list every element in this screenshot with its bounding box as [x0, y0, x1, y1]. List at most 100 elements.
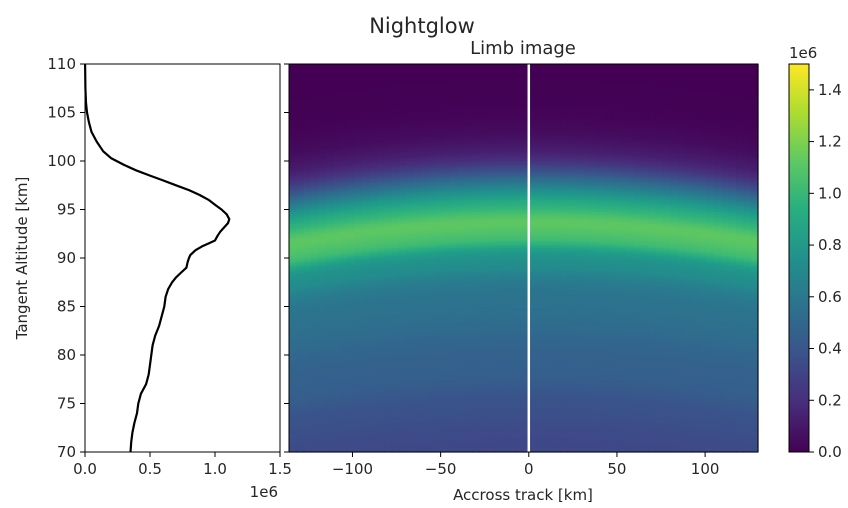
heatmap-cell: [289, 105, 297, 109]
heatmap-cell: [289, 102, 297, 106]
heatmap-cell: [596, 211, 605, 215]
heatmap-cell: [464, 175, 473, 179]
heatmap-cell: [530, 231, 539, 235]
heatmap-cell: [369, 76, 378, 80]
heatmap-cell: [347, 248, 356, 252]
heatmap-cell: [347, 216, 356, 220]
heatmap-cell: [582, 66, 591, 70]
heatmap-cell: [699, 78, 708, 82]
heatmap-cell: [296, 194, 305, 198]
heatmap-cell: [670, 224, 678, 228]
heatmap-cell: [354, 204, 363, 208]
heatmap-cell: [310, 102, 319, 106]
heatmap-cell: [721, 192, 730, 196]
heatmap-cell: [728, 175, 737, 179]
heatmap-cell: [428, 144, 437, 148]
heatmap-cell: [310, 124, 319, 128]
heatmap-cell: [567, 141, 576, 145]
heatmap-cell: [340, 90, 349, 94]
heatmap-cell: [743, 199, 752, 203]
heatmap-cell: [633, 192, 642, 196]
heatmap-cell: [714, 243, 722, 247]
heatmap-cell: [369, 131, 378, 135]
heatmap-cell: [545, 129, 554, 133]
heatmap-cell: [450, 114, 459, 118]
heatmap-cell: [714, 248, 722, 252]
heatmap-cell: [582, 180, 591, 184]
heatmap-cell: [750, 233, 759, 237]
heatmap-cell: [332, 243, 341, 247]
heatmap-cell: [626, 156, 635, 160]
heatmap-cell: [442, 194, 451, 198]
heatmap-cell: [648, 139, 657, 143]
heatmap-cell: [538, 216, 547, 220]
heatmap-cell: [501, 73, 510, 77]
heatmap-cell: [384, 97, 393, 101]
heatmap-cell: [508, 165, 517, 169]
heatmap-cell: [398, 131, 407, 135]
heatmap-cell: [516, 187, 525, 191]
heatmap-cell: [743, 141, 752, 145]
heatmap-cell: [743, 175, 752, 179]
heatmap-cell: [289, 93, 297, 97]
heatmap-cell: [435, 194, 444, 198]
heatmap-cell: [406, 139, 415, 143]
heatmap-cell: [486, 134, 495, 138]
heatmap-cell: [618, 168, 627, 172]
heatmap-cell: [325, 221, 334, 225]
heatmap-cell: [508, 199, 517, 203]
heatmap-cell: [310, 165, 319, 169]
heatmap-cell: [472, 88, 481, 92]
heatmap-cell: [376, 245, 385, 249]
heatmap-cell: [560, 163, 569, 167]
heatmap-cell: [486, 173, 495, 177]
heatmap-cell: [442, 153, 451, 157]
heatmap-cell: [736, 190, 744, 194]
heatmap-cell: [501, 76, 510, 80]
heatmap-cell: [516, 153, 525, 157]
heatmap-cell: [362, 209, 371, 213]
heatmap-cell: [362, 110, 371, 114]
heatmap-cell: [398, 112, 407, 116]
heatmap-cell: [376, 163, 385, 167]
heatmap-cell: [435, 64, 444, 68]
heatmap-cell: [714, 204, 722, 208]
heatmap-cell: [435, 80, 444, 84]
heatmap-cell: [655, 185, 664, 189]
heatmap-cell: [736, 241, 744, 245]
heatmap-cell: [662, 97, 671, 101]
heatmap-cell: [398, 185, 407, 189]
heatmap-cell: [545, 211, 554, 215]
profile-y-tick-label: 100: [47, 152, 76, 170]
heatmap-cell: [743, 124, 752, 128]
heatmap-cell: [362, 100, 371, 104]
heatmap-cell: [340, 161, 349, 165]
heatmap-cell: [442, 148, 451, 152]
heatmap-cell: [398, 136, 407, 140]
heatmap-cell: [516, 124, 525, 128]
heatmap-cell: [486, 221, 495, 225]
heatmap-cell: [464, 173, 473, 177]
heatmap-cell: [692, 114, 700, 118]
heatmap-cell: [450, 122, 459, 126]
heatmap-cell: [640, 85, 649, 89]
heatmap-cell: [398, 97, 407, 101]
heatmap-cell: [662, 194, 671, 198]
heatmap-cell: [318, 144, 327, 148]
heatmap-cell: [428, 177, 437, 181]
heatmap-cell: [560, 153, 569, 157]
heatmap-cell: [464, 97, 473, 101]
heatmap-cell: [318, 221, 327, 225]
heatmap-cell: [318, 219, 327, 223]
heatmap-cell: [626, 110, 635, 114]
heatmap-cell: [435, 177, 444, 181]
heatmap-cell: [545, 209, 554, 213]
heatmap-cell: [596, 219, 605, 223]
heatmap-cell: [289, 187, 297, 191]
heatmap-cell: [442, 134, 451, 138]
heatmap-cell: [486, 124, 495, 128]
heatmap-cell: [721, 170, 730, 174]
heatmap-cell: [494, 144, 503, 148]
heatmap-cell: [310, 68, 319, 72]
heatmap-cell: [655, 180, 664, 184]
